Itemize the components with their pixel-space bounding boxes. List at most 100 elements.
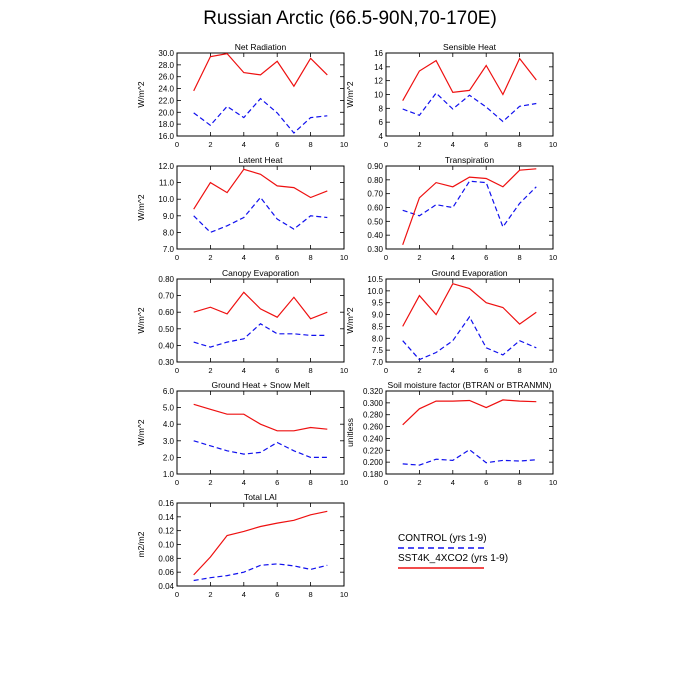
x-tick-label: 10 <box>549 253 557 262</box>
x-tick-label: 10 <box>340 140 348 149</box>
series-control-line <box>193 440 328 458</box>
series-experiment-line <box>193 291 328 320</box>
y-tick-label: 4 <box>379 132 384 141</box>
y-tick-label: 7.5 <box>372 346 384 355</box>
y-axis-label: unitless <box>345 418 355 447</box>
legend-control-label: CONTROL (yrs 1-9) <box>398 533 487 544</box>
x-tick-label: 6 <box>484 478 488 487</box>
y-tick-label: 0.60 <box>367 204 383 213</box>
x-tick-label: 2 <box>208 590 212 599</box>
x-tick-label: 10 <box>340 253 348 262</box>
y-tick-label: 0.08 <box>158 554 174 563</box>
x-tick-label: 10 <box>340 366 348 375</box>
y-tick-label: 10 <box>374 91 383 100</box>
series-control-line <box>193 196 328 234</box>
plot-frame <box>385 390 554 475</box>
x-tick-label: 8 <box>309 366 313 375</box>
x-tick-label: 0 <box>175 140 179 149</box>
y-tick-label: 3.0 <box>163 437 175 446</box>
x-tick-label: 6 <box>275 366 279 375</box>
chart-panel-3: Latent Heat 7.0 8.0 9.0 10.0 11.0 12.0 0 2 4 6 8 10 W… <box>136 155 348 262</box>
y-tick-label: 0.04 <box>158 582 174 591</box>
y-tick-label: 12 <box>374 77 383 86</box>
panel-title: Transpiration <box>445 155 495 165</box>
y-tick-label: 9.5 <box>372 299 384 308</box>
legend-experiment-label: SST4K_4XCO2 (yrs 1-9) <box>398 553 508 564</box>
y-tick-label: 0.240 <box>363 434 384 443</box>
figure-title: Russian Arctic (66.5-90N,70-170E) <box>203 8 497 29</box>
series-control-line <box>193 97 328 134</box>
y-tick-label: 9.0 <box>163 212 175 221</box>
y-axis-label: W/m^2 <box>136 307 146 333</box>
series-experiment-line <box>193 510 328 576</box>
y-tick-label: 24.0 <box>158 85 174 94</box>
x-tick-label: 10 <box>549 366 557 375</box>
x-tick-label: 0 <box>175 478 179 487</box>
y-tick-label: 0.180 <box>363 470 384 479</box>
y-tick-label: 0.14 <box>158 513 174 522</box>
x-tick-label: 4 <box>451 140 455 149</box>
y-tick-label: 0.10 <box>158 541 174 550</box>
y-tick-label: 10.5 <box>367 275 383 284</box>
x-tick-label: 6 <box>484 253 488 262</box>
y-tick-label: 0.60 <box>158 308 174 317</box>
x-tick-label: 0 <box>175 253 179 262</box>
y-tick-label: 26.0 <box>158 73 174 82</box>
panel-title: Sensible Heat <box>443 42 497 52</box>
y-tick-label: 0.40 <box>158 341 174 350</box>
x-tick-label: 2 <box>417 366 421 375</box>
plot-frame <box>176 165 345 250</box>
x-tick-label: 0 <box>384 366 388 375</box>
y-tick-label: 8.0 <box>163 228 175 237</box>
series-experiment-line <box>402 282 537 327</box>
chart-panel-6: Ground Evaporation 7.0 7.5 8.0 8.5 9.0 9.5 10.0… <box>345 268 557 375</box>
y-tick-label: 28.0 <box>158 61 174 70</box>
y-tick-label: 8.5 <box>372 322 384 331</box>
y-tick-label: 1.0 <box>163 470 175 479</box>
chart-panel-5: Canopy Evaporation 0.30 0.40 0.50 0.60 0.70 0.… <box>136 268 348 375</box>
y-tick-label: 2.0 <box>163 453 175 462</box>
chart-panel-7: Ground Heat + Snow Melt 1.0 2.0 3.0 4.0 5.0 6.… <box>136 380 348 487</box>
y-tick-label: 12.0 <box>158 162 174 171</box>
panel-title: Total LAI <box>244 492 277 502</box>
y-tick-label: 4.0 <box>163 420 175 429</box>
x-tick-label: 0 <box>384 478 388 487</box>
y-tick-label: 6.0 <box>163 387 175 396</box>
chart-panel-2: Sensible Heat 4 6 8 10 12 14 16 0 2 4 6 8 10 W/m^2 <box>345 42 557 149</box>
x-tick-label: 8 <box>309 478 313 487</box>
chart-panels: Net Radiation16.018.020.022.024.026.028.… <box>136 42 557 599</box>
y-axis-label: W/m^2 <box>136 81 146 107</box>
y-tick-label: 0.80 <box>367 176 383 185</box>
x-tick-label: 4 <box>451 478 455 487</box>
x-tick-label: 6 <box>275 478 279 487</box>
x-tick-label: 6 <box>275 590 279 599</box>
y-tick-label: 7.0 <box>372 358 384 367</box>
series-control-line <box>193 323 328 348</box>
x-tick-label: 4 <box>242 253 246 262</box>
series-control-line <box>402 448 537 466</box>
y-tick-label: 16 <box>374 49 383 58</box>
y-tick-label: 0.260 <box>363 423 384 432</box>
x-tick-label: 6 <box>275 253 279 262</box>
x-tick-label: 2 <box>417 253 421 262</box>
y-tick-label: 0.80 <box>158 275 174 284</box>
x-tick-label: 8 <box>518 478 522 487</box>
y-tick-label: 0.280 <box>363 411 384 420</box>
plot-frame <box>176 52 345 137</box>
x-tick-label: 6 <box>484 366 488 375</box>
y-tick-label: 0.70 <box>158 292 174 301</box>
legend: CONTROL (yrs 1-9) SST4K_4XCO2 (yrs 1-9) <box>398 533 508 569</box>
panel-title: Latent Heat <box>239 155 284 165</box>
x-tick-label: 10 <box>340 478 348 487</box>
series-experiment-line <box>193 168 328 210</box>
y-tick-label: 9.0 <box>372 311 384 320</box>
y-tick-label: 7.0 <box>163 245 175 254</box>
series-experiment-line <box>402 57 537 101</box>
x-tick-label: 8 <box>518 140 522 149</box>
x-tick-label: 2 <box>208 140 212 149</box>
y-tick-label: 0.40 <box>367 231 383 240</box>
y-tick-label: 0.50 <box>158 325 174 334</box>
chart-panel-9: Total LAI 0.04 0.06 0.08 0.10 0.12 0.14 0.16 0 2 4… <box>136 492 348 599</box>
x-tick-label: 4 <box>242 140 246 149</box>
y-axis-label: W/m^2 <box>345 81 355 107</box>
